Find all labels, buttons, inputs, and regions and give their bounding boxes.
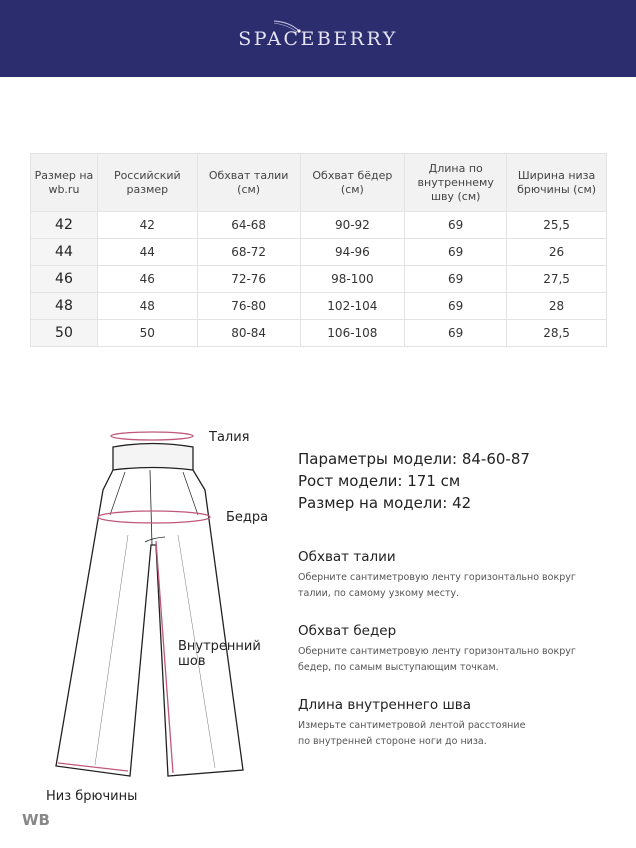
col-header: Длина по внутреннему шву (см) <box>404 153 508 212</box>
table-row: 46 46 72-76 98-100 69 27,5 <box>30 265 607 293</box>
hem-label: Низ брючины <box>46 789 138 804</box>
brand-header: SPACEBERRY <box>0 0 636 77</box>
table-cell: 44 <box>96 238 198 266</box>
section-title: Длина внутреннего шва <box>298 697 472 713</box>
col-header: Обхват талии (см) <box>196 153 301 212</box>
inseam-label-2: шов <box>178 654 206 669</box>
inseam-measure <box>155 540 174 774</box>
section-text: талии, по самому узкому месту. <box>298 588 460 599</box>
table-cell: 46 <box>30 265 98 293</box>
table-row: 48 48 76-80 102-104 69 28 <box>30 292 607 320</box>
inseam-label: Внутренний <box>178 639 261 654</box>
table-cell: 48 <box>96 292 198 320</box>
model-size: Размер на модели: 42 <box>298 494 472 512</box>
waist-label: Талия <box>209 430 250 445</box>
table-cell: 69 <box>404 265 508 293</box>
table-cell: 69 <box>404 292 508 320</box>
pants-diagram <box>55 431 244 777</box>
section-text: бедер, по самым выступающим точкам. <box>298 662 499 673</box>
table-cell: 68-72 <box>196 238 301 266</box>
table-cell: 72-76 <box>196 265 301 293</box>
section-text: Оберните сантиметровую ленту горизонталь… <box>298 646 576 657</box>
table-cell: 26 <box>506 238 607 266</box>
table-cell: 50 <box>96 319 198 347</box>
size-table: Размер на wb.ru Российский размер Обхват… <box>30 153 607 347</box>
model-measurements: Параметры модели: 84-60-87 <box>298 450 530 468</box>
brand-logo: SPACEBERRY <box>238 28 398 50</box>
section-text: Оберните сантиметровую ленту горизонталь… <box>298 572 576 583</box>
section-text: Измерьте сантиметровой лентой расстояние <box>298 720 526 731</box>
section-title: Обхват талии <box>298 549 396 565</box>
hem-measure <box>57 762 129 772</box>
hips-instruction: Обхват бедер Оберните сантиметровую лент… <box>298 623 576 676</box>
table-cell: 102-104 <box>299 292 406 320</box>
table-cell: 50 <box>30 319 98 347</box>
model-height: Рост модели: 171 см <box>298 472 461 490</box>
table-cell: 25,5 <box>506 211 607 239</box>
table-cell: 46 <box>96 265 198 293</box>
col-header: Размер на wb.ru <box>30 153 98 212</box>
col-header: Ширина низа брючины (см) <box>506 153 607 212</box>
hips-measure <box>97 510 211 524</box>
table-cell: 90-92 <box>299 211 406 239</box>
table-cell: 76-80 <box>196 292 301 320</box>
table-cell: 69 <box>404 238 508 266</box>
model-parameters: Параметры модели: 84-60-87 Рост модели: … <box>298 448 530 514</box>
table-row: 50 50 80-84 106-108 69 28,5 <box>30 319 607 347</box>
table-cell: 80-84 <box>196 319 301 347</box>
table-cell: 44 <box>30 238 98 266</box>
table-cell: 98-100 <box>299 265 406 293</box>
wb-watermark: WB <box>22 811 50 829</box>
waist-instruction: Обхват талии Оберните сантиметровую лент… <box>298 549 576 602</box>
table-cell: 28,5 <box>506 319 607 347</box>
table-cell: 48 <box>30 292 98 320</box>
table-cell: 28 <box>506 292 607 320</box>
section-text: по внутренней стороне ноги до низа. <box>298 736 487 747</box>
shooting-star-icon <box>273 20 301 33</box>
table-row: 42 42 64-68 90-92 69 25,5 <box>30 211 607 239</box>
table-cell: 27,5 <box>506 265 607 293</box>
table-cell: 94-96 <box>299 238 406 266</box>
waist-measure <box>110 431 194 441</box>
table-cell: 69 <box>404 211 508 239</box>
pants-outline <box>55 442 244 777</box>
section-title: Обхват бедер <box>298 623 397 639</box>
hips-label: Бедра <box>226 510 269 525</box>
inseam-instruction: Длина внутреннего шва Измерьте сантиметр… <box>298 697 525 750</box>
measurement-marks <box>57 431 211 774</box>
table-cell: 69 <box>404 319 508 347</box>
table-cell: 106-108 <box>299 319 406 347</box>
col-header: Обхват бёдер (см) <box>299 153 406 212</box>
